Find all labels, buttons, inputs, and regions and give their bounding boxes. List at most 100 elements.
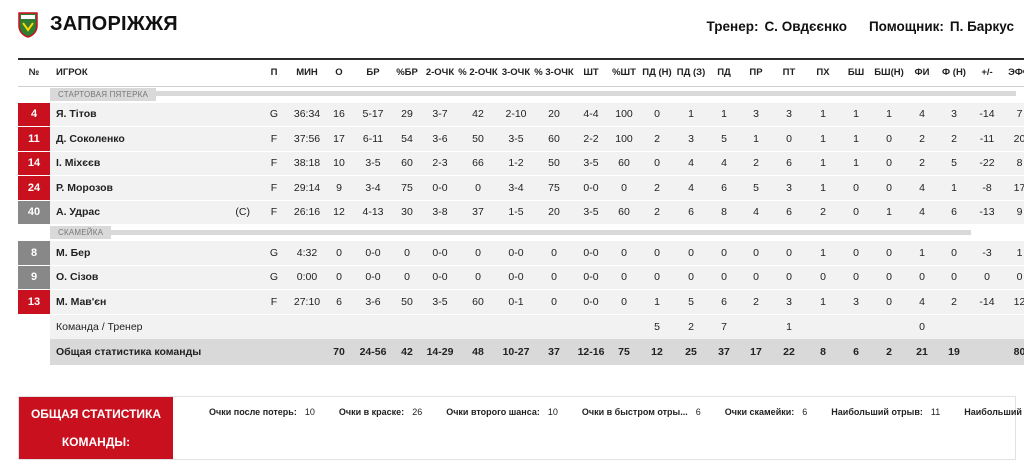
stat-cell: 4-4 (574, 101, 608, 127)
stat-cell: 2 (740, 289, 772, 315)
player-name[interactable]: М. Бер (50, 240, 258, 266)
stat-cell: 0 (772, 126, 806, 152)
stat-cell (574, 314, 608, 339)
team-totals-row: Общая статистика команды 70 24-56 42 14-29 48… (18, 338, 1024, 365)
stat-cell: 0-0 (354, 240, 392, 266)
table-header-row: № ИГРОК П МИН О БР %БР 2-ОЧК% 2-ОЧК 3-ОЧК% 3-ОЧК… (18, 58, 1024, 87)
stat-cell: 1 (708, 101, 740, 127)
stat-cell: 0 (608, 264, 640, 290)
stat-cell: 7 (708, 314, 740, 339)
player-row[interactable]: 8 М. Бер G 4:32 0 0-0 0 0-0 0 0-0 0 0-0 0 0 0 0 0 0 1 0 0 1 0-… (18, 240, 1024, 266)
stat-cell: 0-0 (354, 264, 392, 290)
stat-cell: 3-6 (354, 289, 392, 315)
stat-cell: 0 (324, 264, 354, 290)
team-summary-label: Очки второго шанса: (446, 407, 540, 417)
team-coach-label: Команда / Тренер (50, 314, 258, 339)
stat-cell: 0:00 (290, 264, 324, 290)
player-row[interactable]: 9 О. Сізов G 0:00 0 0-0 0 0-0 0 0-0 0 0-0 0 0 0 0 0 0 0 0 0 0… (18, 264, 1024, 290)
stat-cell (290, 314, 324, 339)
stat-cell (422, 314, 458, 339)
player-name[interactable]: І. Міхєєв (50, 150, 258, 176)
stat-cell (938, 314, 970, 339)
stat-cell: 66 (458, 150, 498, 176)
player-row[interactable]: 40 А. Удрас (C) F 26:16 12 4-13 30 3-8 37 1-5 20 3-5… (18, 199, 1024, 225)
stat-cell: 30 (392, 199, 422, 225)
stat-cell: 100 (608, 126, 640, 152)
team-summary-item: Очки второго шанса: 10 (446, 407, 558, 417)
stat-cell: -8 (970, 175, 1004, 201)
stat-cell: 0 (458, 175, 498, 201)
stat-cell: 100 (608, 101, 640, 127)
stat-cell: 1 (806, 101, 840, 127)
stat-cell: 50 (534, 150, 574, 176)
team-header: ЗАПОРІЖЖЯ Тренер: С. Овдєєнко Помощник: П. … (0, 0, 1024, 54)
stat-cell: 0 (740, 264, 772, 290)
stat-cell: 36:34 (290, 101, 324, 127)
stat-cell: 1 (806, 289, 840, 315)
column-header: № (18, 58, 50, 87)
stat-cell: 1-2 (498, 150, 534, 176)
team-summary-value: 10 (304, 407, 315, 417)
column-header: ИГРОК (50, 58, 258, 87)
column-header: О (324, 58, 354, 87)
player-name[interactable]: Р. Морозов (50, 175, 258, 201)
player-name[interactable]: О. Сізов (50, 264, 258, 290)
stat-cell: 48 (458, 338, 498, 365)
stat-cell: 5 (938, 150, 970, 176)
stat-cell (970, 314, 1004, 339)
stat-cell: 3-5 (422, 289, 458, 315)
stat-cell: 0 (840, 240, 872, 266)
stat-cell: 1 (906, 240, 938, 266)
player-position: F (258, 199, 290, 225)
stat-cell (740, 314, 772, 339)
stat-cell: 17 (1004, 175, 1024, 201)
stat-cell: 4 (906, 199, 938, 225)
player-name[interactable]: М. Мав'єн (50, 289, 258, 315)
stat-cell: 1 (806, 126, 840, 152)
stat-cell: 54 (392, 126, 422, 152)
stat-cell: 4 (906, 101, 938, 127)
player-name[interactable]: А. Удрас (C) (50, 199, 258, 225)
player-name[interactable]: Я. Тітов (50, 101, 258, 127)
stat-cell: 37:56 (290, 126, 324, 152)
stat-cell: 1-5 (498, 199, 534, 225)
column-header: БШ (840, 58, 872, 87)
team-summary-label: Наибольший отрыв: (831, 407, 923, 417)
stat-cell: 80 (1004, 338, 1024, 365)
stat-cell: 1 (872, 101, 906, 127)
column-header: %БР (392, 58, 422, 87)
stat-cell: 0 (534, 289, 574, 315)
stat-cell: -3 (970, 240, 1004, 266)
stat-cell: 0 (458, 240, 498, 266)
column-header: ПР (740, 58, 772, 87)
player-row[interactable]: 4 Я. Тітов G 36:34 16 5-17 29 3-7 42 2-10 20 4-4 100… (18, 101, 1024, 127)
team-coach-row: Команда / Тренер 5 2 7 1 0 (18, 314, 1024, 339)
stat-cell: 0-0 (574, 175, 608, 201)
stat-cell: 0-0 (422, 264, 458, 290)
player-row[interactable]: 24 Р. Морозов F 29:14 9 3-4 75 0-0 0 3-4 75 0-0 0 2 4 6… (18, 175, 1024, 201)
stat-cell: 20 (534, 101, 574, 127)
stat-cell: 60 (534, 126, 574, 152)
stat-cell: 24-56 (354, 338, 392, 365)
stat-cell: 3 (740, 101, 772, 127)
stat-cell: 3-8 (422, 199, 458, 225)
stat-cell: -13 (970, 199, 1004, 225)
player-name-text: Я. Тітов (56, 108, 97, 121)
player-name[interactable]: Д. Соколенко (50, 126, 258, 152)
stat-cell (324, 314, 354, 339)
stat-cell: 2-3 (422, 150, 458, 176)
stat-cell: 0 (640, 150, 674, 176)
stat-cell: 2-10 (498, 101, 534, 127)
stat-cell: 4 (674, 150, 708, 176)
stat-cell: 0-0 (574, 264, 608, 290)
stat-cell: 60 (458, 289, 498, 315)
stat-cell: 0 (534, 264, 574, 290)
team-summary-title: ОБЩАЯ СТАТИСТИКА КОМАНДЫ: (19, 397, 173, 459)
player-row[interactable]: 11 Д. Соколенко F 37:56 17 6-11 54 3-6 50 3-5 60 2-… (18, 126, 1024, 152)
stat-cell: 3-4 (354, 175, 392, 201)
column-header: ПД (708, 58, 740, 87)
stat-cell: 60 (608, 150, 640, 176)
player-row[interactable]: 14 І. Міхєєв F 38:18 10 3-5 60 2-3 66 1-2 50 3-5 60 0… (18, 150, 1024, 176)
column-header: %ШТ (608, 58, 640, 87)
player-row[interactable]: 13 М. Мав'єн F 27:10 6 3-6 50 3-5 60 0-1 0 0-0 0 1 5 6 2… (18, 289, 1024, 315)
